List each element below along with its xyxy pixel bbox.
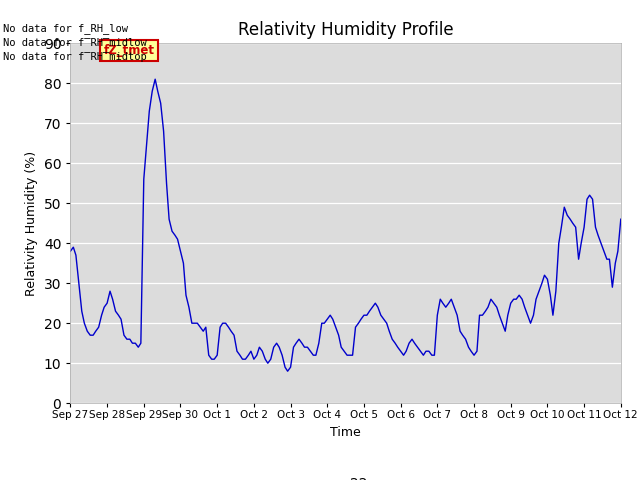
Y-axis label: Relativity Humidity (%): Relativity Humidity (%) xyxy=(25,151,38,296)
X-axis label: Time: Time xyxy=(330,426,361,439)
Legend: 22m: 22m xyxy=(305,472,386,480)
Text: No data for f_RH_low: No data for f_RH_low xyxy=(3,23,128,34)
Text: No data for f̅RH̅midtop: No data for f̅RH̅midtop xyxy=(3,52,147,62)
Title: Relativity Humidity Profile: Relativity Humidity Profile xyxy=(238,21,453,39)
Text: fZ_tmet: fZ_tmet xyxy=(104,44,154,57)
Text: No data for f̅RH̅midlow: No data for f̅RH̅midlow xyxy=(3,37,147,48)
